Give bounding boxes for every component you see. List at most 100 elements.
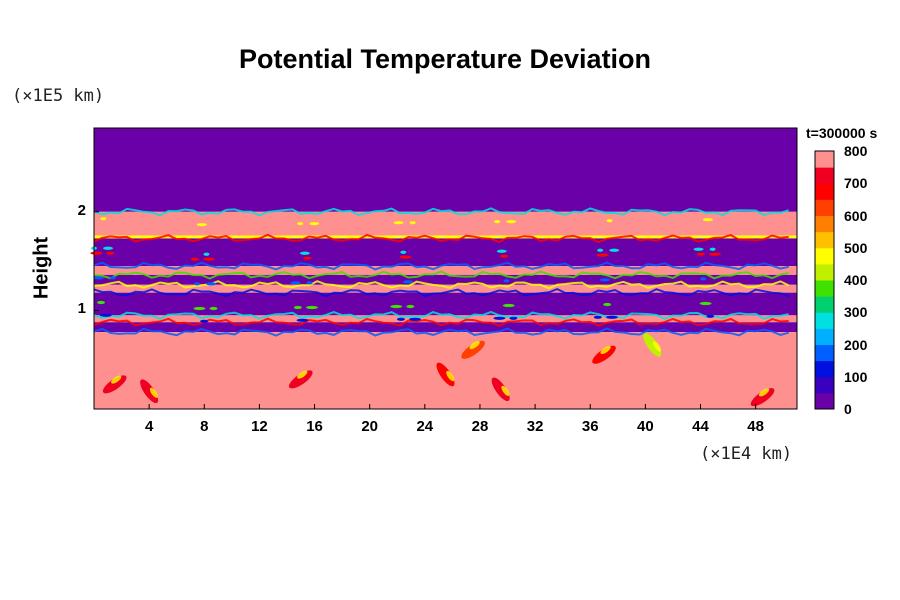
mid-blob-15 — [193, 306, 206, 311]
x-tick-label: 44 — [692, 418, 709, 435]
colorbar-segment-14 — [815, 167, 834, 184]
colorbar-segment-6 — [815, 296, 834, 313]
mid-blob-27 — [699, 301, 712, 306]
mid-blob-46 — [506, 220, 517, 224]
colorbar-tick-label: 300 — [844, 304, 868, 321]
band-edge-5 — [93, 288, 790, 298]
mid-blob-28 — [100, 217, 107, 221]
field-layer-5 — [94, 274, 797, 285]
time-label: t=300000 s — [806, 125, 878, 141]
mid-blob-49 — [106, 251, 115, 255]
colorbar-segment-9 — [815, 247, 834, 265]
mid-blob-23 — [296, 318, 309, 322]
feature-2 — [288, 370, 313, 389]
mid-blob-3 — [390, 304, 403, 309]
colorbar-tick-label: 100 — [844, 368, 868, 385]
mid-blob-16 — [297, 222, 304, 226]
x-tick-label: 32 — [526, 418, 544, 435]
mid-blob-55 — [708, 252, 721, 256]
mid-blob-37 — [303, 256, 312, 260]
colorbar-segment-4 — [815, 328, 834, 345]
feature-6 — [592, 345, 616, 364]
colorbar-segment-8 — [815, 263, 834, 281]
field-layer-8 — [94, 315, 797, 323]
band-edge-0 — [93, 207, 790, 217]
y-tick-label: 2 — [77, 201, 86, 219]
feature-core-3 — [446, 370, 455, 382]
x-tick-label: 20 — [361, 418, 379, 435]
mid-blob-50 — [206, 282, 217, 286]
mid-blob-24 — [400, 250, 407, 254]
mid-blob-38 — [403, 280, 414, 284]
mid-blob-11 — [493, 316, 506, 320]
mid-blob-53 — [509, 316, 518, 320]
mid-blob-43 — [202, 257, 215, 261]
feature-core-0 — [111, 375, 122, 384]
feature-3 — [436, 362, 455, 387]
mid-blob-44 — [306, 281, 313, 285]
mid-blob-39 — [502, 303, 515, 308]
x-tick-label: 36 — [581, 418, 599, 435]
colorbar-segment-1 — [815, 376, 834, 394]
mid-blob-13 — [696, 252, 705, 256]
feature-5 — [491, 377, 510, 402]
feature-core-7 — [653, 341, 662, 352]
band-edge-8 — [93, 327, 789, 337]
field-layer-7 — [94, 292, 797, 316]
mid-blob-14 — [93, 276, 104, 280]
mid-blob-56 — [109, 276, 116, 280]
feature-core-2 — [297, 370, 308, 379]
mid-blob-42 — [103, 246, 114, 250]
mid-blob-29 — [200, 319, 209, 323]
mid-blob-36 — [203, 252, 210, 256]
mid-blob-18 — [496, 249, 507, 253]
x-tick-label: 16 — [306, 418, 323, 435]
mid-blob-4 — [494, 220, 501, 224]
colorbar-tick-label: 200 — [844, 336, 868, 353]
mid-blob-2 — [290, 281, 301, 285]
colorbar-tick-label: 400 — [844, 272, 868, 288]
mid-blob-6 — [693, 247, 704, 251]
chart-title: Potential Temperature Deviation — [238, 44, 652, 74]
feature-core-4 — [469, 341, 480, 350]
band-edge-7 — [93, 317, 789, 327]
mid-blob-9 — [293, 305, 302, 310]
colorbar-segment-2 — [815, 360, 834, 378]
band-edge-3 — [93, 270, 789, 280]
colorbar-segment-10 — [815, 231, 834, 249]
colorbar-segment-5 — [815, 312, 834, 329]
field-layer-1 — [94, 211, 797, 236]
x-tick-label: 12 — [251, 418, 268, 435]
colorbar-tick-label: 0 — [844, 401, 852, 417]
mid-blob-57 — [209, 306, 218, 311]
mid-blob-1 — [190, 257, 199, 261]
mid-blob-59 — [409, 317, 422, 321]
colorbar-segment-11 — [815, 215, 834, 233]
x-tick-label: 40 — [637, 418, 654, 435]
x-tick-label: 24 — [416, 418, 434, 435]
mid-blob-7 — [90, 251, 103, 255]
band-edge-2 — [93, 261, 789, 271]
colorbar-segment-0 — [815, 392, 834, 410]
colorbar-segment-7 — [815, 280, 834, 297]
mid-blob-32 — [503, 279, 510, 283]
mid-blob-10 — [393, 221, 404, 225]
colorbar-segment-12 — [815, 199, 834, 216]
mid-blob-54 — [609, 248, 620, 252]
x-tick-label: 48 — [747, 418, 764, 435]
mid-blob-41 — [706, 314, 715, 318]
colorbar-tick-label: 700 — [844, 175, 868, 192]
field-layer-2 — [94, 235, 797, 239]
mid-blob-25 — [500, 254, 509, 258]
x-tick-label: 28 — [471, 418, 489, 435]
colorbar-frame — [814, 150, 835, 410]
mid-blob-33 — [603, 302, 612, 307]
mid-blob-26 — [599, 278, 610, 282]
feature-4 — [461, 340, 485, 359]
y-tick-label: 1 — [77, 300, 86, 318]
mid-blob-22 — [196, 223, 207, 227]
feature-0 — [102, 375, 127, 394]
colorbar-segment-3 — [815, 344, 834, 362]
y-axis-unit: (×1E5 km) — [12, 86, 105, 106]
